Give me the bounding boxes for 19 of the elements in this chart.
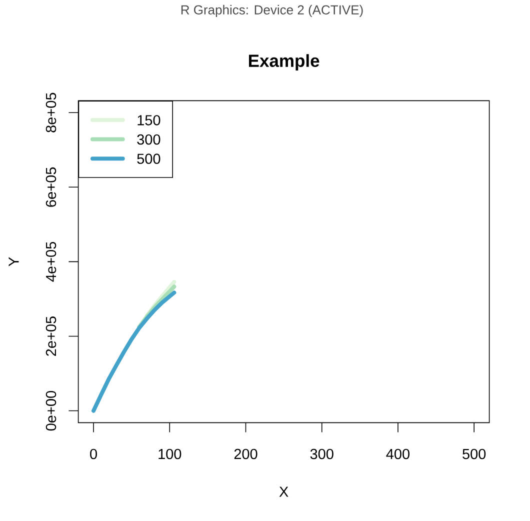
x-tick-label: 200 xyxy=(234,448,258,460)
x-tick-label: 400 xyxy=(386,448,410,460)
y-tick-label: 6e+05 xyxy=(46,167,56,207)
chart-title: Example xyxy=(248,54,320,70)
y-tick-label: 0e+00 xyxy=(46,390,56,431)
x-tick-label: 500 xyxy=(462,448,486,460)
y-tick-label: 8e+05 xyxy=(46,92,56,132)
x-tick-label: 0 xyxy=(90,448,97,460)
legend-label: 150 xyxy=(138,115,160,126)
y-tick-label: 4e+05 xyxy=(46,242,56,282)
x-tick-label: 100 xyxy=(158,448,182,460)
y-tick-label: 2e+05 xyxy=(46,316,56,356)
line-series xyxy=(92,290,176,413)
y-axis-title: Y xyxy=(8,257,19,266)
x-tick-label: 300 xyxy=(310,448,334,460)
legend-label: 500 xyxy=(137,154,160,164)
text: R Graphics: Device 2 (ACTIVE) xyxy=(181,4,363,18)
legend-label: 300 xyxy=(137,134,160,145)
x-axis-title: X xyxy=(279,486,288,497)
